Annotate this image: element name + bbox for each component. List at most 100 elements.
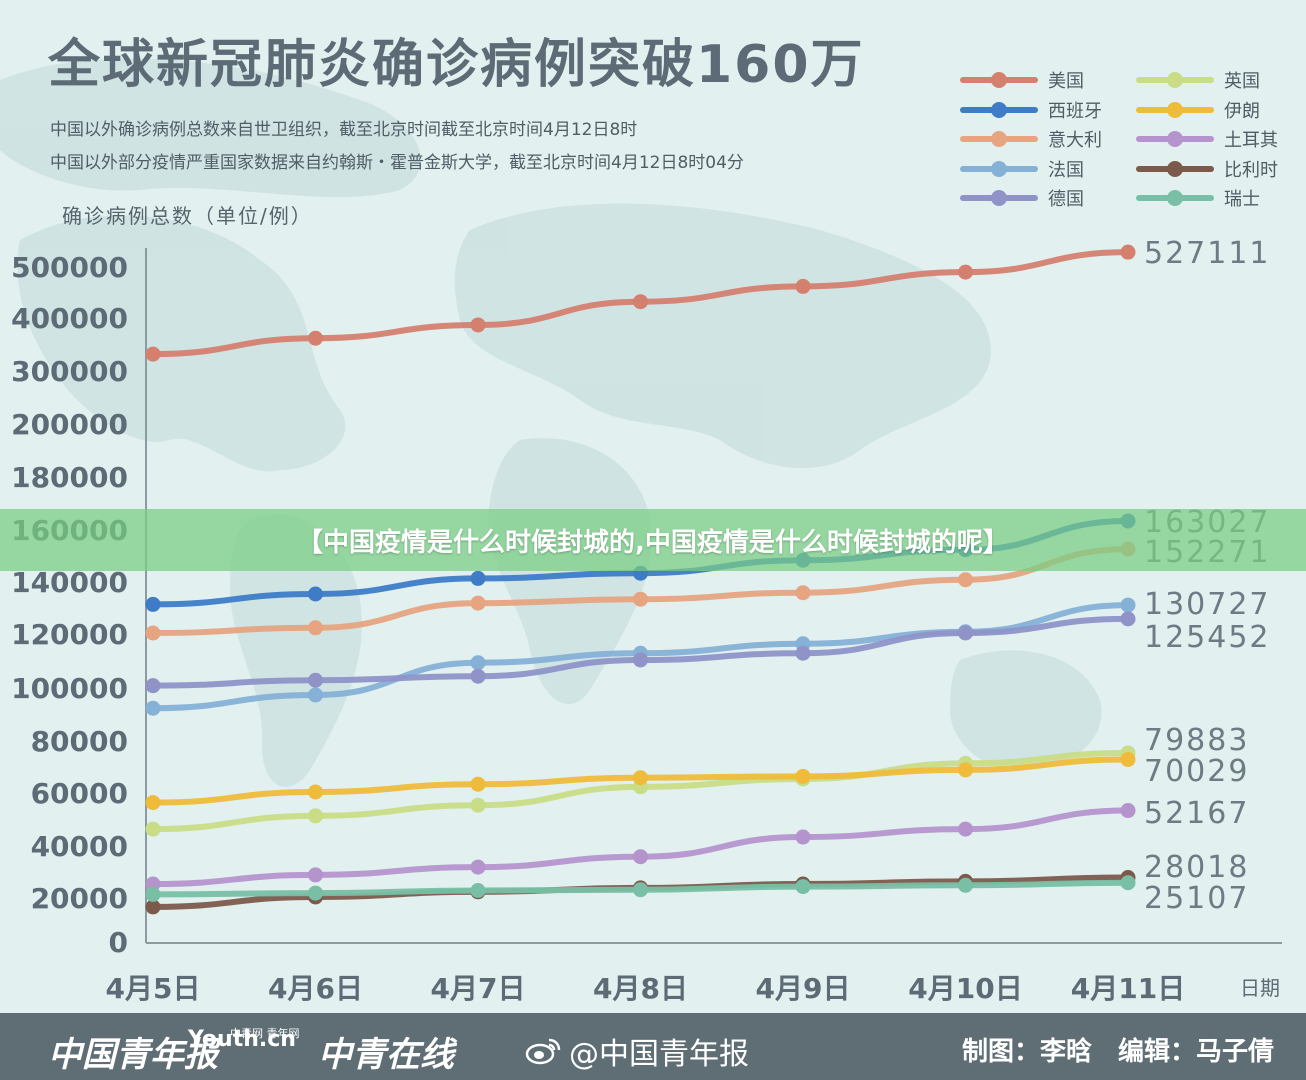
data-point — [145, 899, 161, 915]
data-point — [308, 672, 323, 688]
y-tick-label: 0 — [109, 926, 128, 959]
legend-label: 比利时 — [1224, 159, 1278, 181]
data-point — [308, 885, 323, 901]
weibo-text: @中国青年报 — [569, 1037, 749, 1072]
data-point — [470, 797, 486, 813]
legend-swatch-dot — [1167, 190, 1183, 206]
legend-swatch — [960, 98, 1038, 122]
legend-item: 比利时 — [1136, 157, 1278, 181]
y-tick-label: 200000 — [11, 408, 128, 441]
data-point — [308, 330, 323, 346]
footer-bar: 中国青年报 中青网 青年网 Youth.cn 中青在线 @中国青年报 制图：李晗… — [0, 1013, 1306, 1080]
legend-label: 西班牙 — [1048, 100, 1102, 122]
legend-swatch-dot — [1167, 131, 1183, 147]
data-point — [470, 570, 486, 586]
weibo-icon — [525, 1038, 561, 1065]
data-point — [470, 655, 486, 671]
x-tick-label: 4月6日 — [268, 972, 363, 1005]
world-map-background — [0, 58, 1102, 787]
youth-logo-small-text: 中青网 青年网 — [230, 1027, 300, 1040]
data-point — [1120, 611, 1136, 627]
data-point — [795, 829, 811, 845]
data-point — [145, 346, 161, 362]
legend-swatch-dot — [1167, 72, 1183, 88]
data-point — [958, 625, 973, 641]
data-point — [633, 882, 648, 898]
data-point — [1120, 597, 1136, 613]
data-point — [145, 821, 161, 837]
data-point — [958, 264, 973, 280]
legend-swatch — [1136, 98, 1214, 122]
data-point — [633, 770, 648, 786]
data-point — [145, 876, 161, 892]
y-tick-label: 400000 — [11, 302, 128, 335]
chart-series — [145, 244, 1136, 915]
y-tick-label: 140000 — [11, 566, 128, 599]
data-point — [1120, 752, 1136, 767]
y-tick-label: 100000 — [11, 672, 128, 705]
data-point — [145, 700, 161, 716]
legend-item: 英国 — [1136, 68, 1260, 92]
x-axis-label: 日期 — [1240, 976, 1280, 1000]
data-point — [958, 877, 973, 893]
data-point — [795, 645, 811, 661]
legend-label: 土耳其 — [1224, 130, 1278, 151]
data-point — [308, 586, 323, 602]
chart-title: 全球新冠肺炎确诊病例突破160万 — [48, 35, 865, 95]
data-point — [470, 776, 486, 792]
data-point — [633, 652, 648, 668]
y-tick-label: 500000 — [11, 251, 128, 284]
data-point — [308, 784, 323, 800]
legend-swatch-dot — [991, 131, 1007, 147]
legend-item: 美国 — [960, 68, 1084, 92]
x-tick-label: 4月5日 — [106, 972, 201, 1005]
data-point — [470, 883, 486, 898]
data-point — [795, 278, 811, 294]
end-value-label: 52167 — [1144, 796, 1249, 831]
data-point — [308, 867, 323, 883]
data-point — [795, 585, 811, 601]
data-point — [795, 768, 811, 784]
end-value-label: 70029 — [1144, 754, 1249, 789]
data-point — [633, 294, 648, 310]
legend-item: 西班牙 — [960, 98, 1102, 122]
y-tick-label: 80000 — [31, 725, 128, 758]
legend-swatch-dot — [1167, 101, 1183, 118]
data-point — [145, 886, 161, 902]
legend-swatch — [960, 157, 1038, 181]
legend-swatch — [960, 127, 1038, 151]
legend-swatch-dot — [991, 72, 1007, 88]
y-tick-label: 120000 — [11, 618, 128, 651]
legend-swatch — [1136, 186, 1214, 210]
data-point — [308, 620, 323, 636]
banner-text: 【中国疫情是什么时候封城的,中国疫情是什么时候封城的呢】 — [297, 527, 1009, 558]
y-tick-label: 40000 — [31, 830, 128, 863]
data-point — [470, 859, 486, 875]
legend-item: 意大利 — [960, 127, 1102, 151]
x-tick-label: 4月8日 — [593, 972, 688, 1005]
end-value-label: 25107 — [1144, 881, 1249, 916]
chart-legend: 美国 西班牙 意大利 法国 德国 英国 伊朗 土耳其 比利时 瑞士 — [960, 68, 1300, 218]
data-point — [1120, 875, 1136, 891]
chart-subtitle-2: 中国以外部分疫情严重国家数据来自约翰斯・霍普金斯大学，截至北京时间4月12日8时… — [50, 153, 744, 173]
y-tick-label: 20000 — [31, 882, 128, 915]
data-point — [470, 595, 486, 611]
legend-swatch — [960, 68, 1038, 92]
y-axis-label: 确诊病例总数（单位/例） — [62, 204, 313, 228]
legend-label: 英国 — [1224, 71, 1260, 92]
legend-swatch-dot — [991, 190, 1007, 206]
weibo-handle: @中国青年报 — [525, 1029, 749, 1073]
data-point — [145, 678, 161, 694]
legend-item: 法国 — [960, 157, 1084, 181]
x-tick-label: 4月11日 — [1071, 972, 1185, 1005]
y-tick-label: 300000 — [11, 355, 128, 388]
end-value-label: 28018 — [1144, 850, 1249, 885]
x-tick-label: 4月9日 — [756, 972, 851, 1005]
legend-label: 德国 — [1048, 189, 1084, 210]
data-point — [308, 808, 323, 824]
legend-item: 伊朗 — [1136, 98, 1260, 122]
x-tick-label: 4月10日 — [908, 972, 1022, 1005]
y-tick-label: 60000 — [31, 777, 128, 810]
legend-swatch — [1136, 127, 1214, 151]
